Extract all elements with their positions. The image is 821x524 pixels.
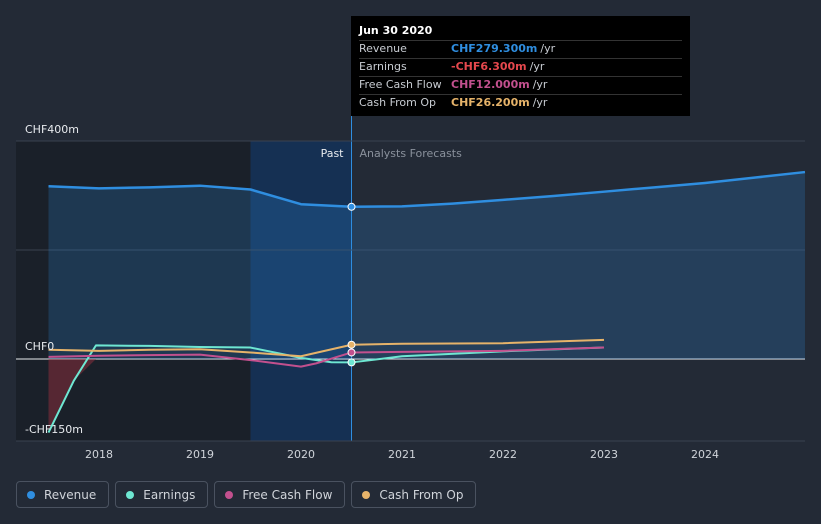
tooltip-value: -CHF6.300m	[451, 60, 527, 73]
legend-label: Cash From Op	[379, 487, 464, 502]
x-tick-label: 2022	[489, 448, 517, 461]
legend-dot-icon	[126, 490, 135, 499]
series-line-free-cash-flow	[48, 346, 605, 368]
marker-free-cash-flow	[347, 348, 356, 357]
x-tick-label: 2024	[691, 448, 719, 461]
legend-item-revenue[interactable]: Revenue	[16, 481, 110, 508]
tooltip-row-earnings: Earnings -CHF6.300m /yr	[359, 58, 682, 76]
y-tick-label: -CHF150m	[25, 423, 83, 436]
marker-earnings	[347, 358, 356, 367]
tooltip-value: CHF12.000m	[451, 78, 530, 91]
x-tick-label: 2021	[388, 448, 416, 461]
y-tick-label: CHF0	[25, 340, 54, 353]
legend-dot-icon	[27, 490, 35, 499]
forecast-label: Analysts Forecasts	[360, 147, 463, 160]
tooltip-row-revenue: Revenue CHF279.300m /yr	[359, 40, 682, 58]
tooltip-date: Jun 30 2020	[359, 24, 433, 37]
legend-label: Earnings	[143, 487, 196, 502]
tooltip-row-cash-from-op: Cash From Op CHF26.200m /yr	[359, 94, 682, 112]
legend-label: Free Cash Flow	[242, 487, 333, 502]
highlight-region	[250, 141, 352, 441]
tooltip-value: CHF279.300m	[451, 42, 538, 55]
tooltip-label: Free Cash Flow	[359, 78, 442, 91]
legend-item-earnings[interactable]: Earnings	[115, 481, 209, 508]
tooltip-unit: /yr	[540, 42, 556, 55]
x-tick-label: 2018	[85, 448, 113, 461]
tooltip-unit: /yr	[532, 96, 548, 109]
revenue-area	[48, 172, 805, 359]
marker-revenue	[347, 202, 356, 211]
tooltip: Jun 30 2020 Revenue CHF279.300m /yr Earn…	[351, 16, 690, 116]
tooltip-row-free-cash-flow: Free Cash Flow CHF12.000m /yr	[359, 76, 682, 94]
y-tick-label: CHF400m	[25, 123, 79, 136]
tooltip-label: Revenue	[359, 42, 407, 55]
tooltip-label: Earnings	[359, 60, 407, 73]
tooltip-unit: /yr	[532, 78, 548, 91]
x-tick-label: 2023	[590, 448, 618, 461]
x-tick-label: 2020	[287, 448, 315, 461]
legend: Revenue Earnings Free Cash Flow Cash Fro…	[16, 481, 477, 508]
legend-item-cash-from-op[interactable]: Cash From Op	[351, 481, 477, 508]
legend-item-free-cash-flow[interactable]: Free Cash Flow	[214, 481, 346, 508]
legend-dot-icon	[362, 490, 371, 499]
marker-cash-from-op	[347, 340, 356, 349]
legend-dot-icon	[225, 490, 234, 499]
x-tick-label: 2019	[186, 448, 214, 461]
legend-label: Revenue	[44, 487, 97, 502]
past-label: Past	[321, 147, 345, 160]
tooltip-unit: /yr	[529, 60, 545, 73]
tooltip-value: CHF26.200m	[451, 96, 530, 109]
earnings-negative-area	[48, 359, 96, 433]
tooltip-label: Cash From Op	[359, 96, 437, 109]
series-line-revenue	[48, 170, 806, 209]
series-line-cash-from-op	[48, 338, 605, 358]
